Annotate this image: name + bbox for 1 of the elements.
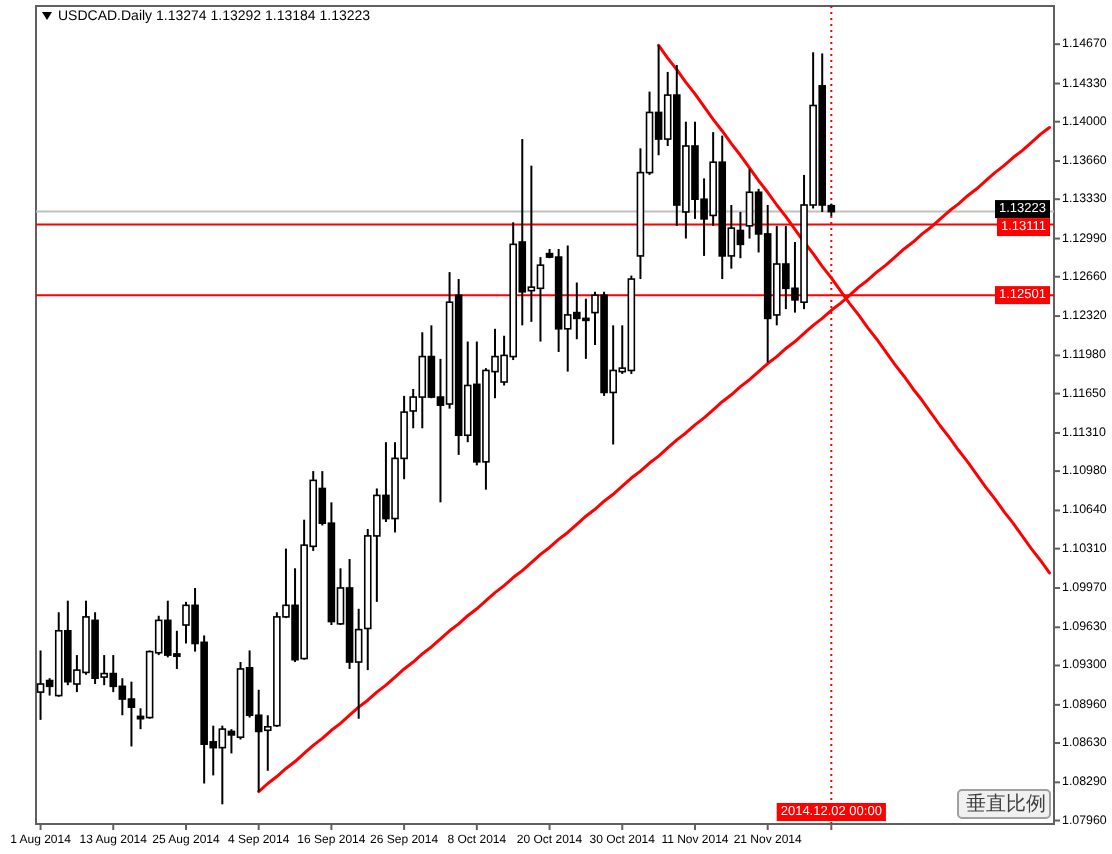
annotation: 垂直比例 xyxy=(966,792,1046,816)
